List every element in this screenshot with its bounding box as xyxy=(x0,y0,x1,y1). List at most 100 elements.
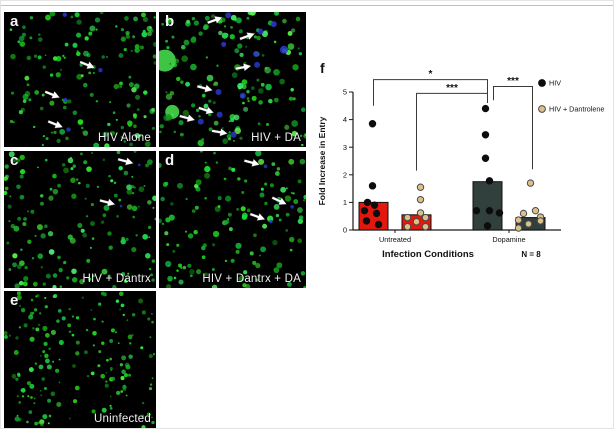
top-divider-line xyxy=(1,5,613,6)
panel-caption: HIV + Dantrx + DA xyxy=(202,273,301,285)
y-tick-label: 3 xyxy=(343,143,347,152)
panel-letter: b xyxy=(165,13,175,30)
infected-cell-blue-spot xyxy=(290,205,294,209)
data-point xyxy=(403,213,412,222)
panel-letter: d xyxy=(165,152,175,169)
micrograph-image xyxy=(4,291,156,428)
micrograph-panel-b: b HIV + DA xyxy=(159,12,306,147)
pointer-arrow-icon xyxy=(206,15,223,25)
data-point xyxy=(412,218,421,226)
panel-caption: HIV + DA xyxy=(251,132,301,144)
infected-cell-blue-spot xyxy=(254,61,261,68)
data-point xyxy=(485,177,494,185)
legend-label: HIV + Dantrolene xyxy=(549,105,604,114)
data-point xyxy=(360,206,369,215)
data-point xyxy=(485,206,494,215)
data-point xyxy=(368,120,377,128)
pointer-arrow-icon xyxy=(271,196,288,206)
infected-cell-blue-spot xyxy=(221,41,227,47)
infected-cell-blue-spot xyxy=(137,163,141,167)
significance-stars: *** xyxy=(446,83,458,94)
data-point xyxy=(526,179,535,187)
pointer-arrow-icon xyxy=(117,157,134,166)
data-point xyxy=(370,201,379,209)
bright-cell-blob xyxy=(159,49,176,72)
pointer-arrow-icon xyxy=(47,119,64,129)
infected-cell-blue-spot xyxy=(62,12,67,17)
panel-letter: e xyxy=(10,292,19,309)
panel-caption: HIV Alone xyxy=(98,132,151,144)
y-tick-label: 1 xyxy=(343,198,347,207)
micrograph-panel-a: a HIV Alone xyxy=(4,12,156,147)
panel-caption: Uninfected xyxy=(94,413,151,425)
infected-cell-blue-spot xyxy=(216,111,223,118)
infected-cell-blue-spot xyxy=(215,88,222,95)
micrograph-panel-d: d HIV + Dantrx + DA xyxy=(159,151,306,288)
micrograph-image xyxy=(4,151,156,288)
infected-cell-blue-spot xyxy=(253,50,260,57)
x-tick-label: Dopamine xyxy=(492,235,525,244)
significance-bracket xyxy=(493,85,533,170)
x-tick-label: Untreated xyxy=(379,235,411,244)
legend-marker xyxy=(538,79,546,87)
legend-label: HIV xyxy=(549,79,561,88)
infected-cell-blue-spot xyxy=(230,131,237,138)
data-point xyxy=(531,206,540,215)
infected-cell-blue-spot xyxy=(98,67,103,73)
data-point xyxy=(372,209,381,218)
panel-letter: a xyxy=(10,13,19,30)
pointer-arrow-icon xyxy=(239,32,256,41)
micrograph-panel-e: e Uninfected xyxy=(4,291,156,428)
micrograph-image xyxy=(159,151,306,288)
x-axis-title: Infection Conditions xyxy=(382,249,474,260)
data-point xyxy=(514,216,523,224)
infected-cell-blue-spot xyxy=(239,92,246,99)
y-tick-label: 4 xyxy=(343,115,347,124)
y-tick-label: 0 xyxy=(343,226,347,235)
data-point xyxy=(416,183,425,191)
legend-marker xyxy=(538,105,546,113)
pointer-arrow-icon xyxy=(198,106,215,115)
data-point xyxy=(481,154,490,162)
significance-stars: *** xyxy=(507,76,519,87)
significance-bracket xyxy=(373,79,488,106)
pointer-arrow-icon xyxy=(234,62,252,72)
data-point xyxy=(362,217,371,225)
infected-cell-blue-spot xyxy=(270,21,277,28)
pointer-arrow-icon xyxy=(44,90,61,99)
significance-stars: * xyxy=(429,69,433,80)
infected-cell-blue-spot xyxy=(263,164,268,169)
data-point xyxy=(495,209,504,217)
infected-cell-blue-spot xyxy=(257,28,264,35)
pointer-arrow-icon xyxy=(99,198,116,207)
data-point xyxy=(481,131,490,139)
data-point xyxy=(536,217,545,225)
data-point xyxy=(483,222,492,230)
pointer-arrow-icon xyxy=(243,158,261,167)
y-tick-label: 2 xyxy=(343,170,347,179)
micrograph-image xyxy=(159,12,306,147)
data-point xyxy=(416,209,425,217)
panel-caption: HIV + Dantrx xyxy=(82,273,151,285)
data-point xyxy=(421,213,430,222)
data-point xyxy=(403,222,412,231)
data-point xyxy=(481,104,490,113)
pointer-arrow-icon xyxy=(249,212,266,221)
pointer-arrow-icon xyxy=(79,60,96,70)
panel-letter-f: f xyxy=(320,60,325,76)
infected-cell-blue-spot xyxy=(269,219,273,224)
infected-cell-blue-spot xyxy=(63,97,68,103)
data-point xyxy=(472,206,481,215)
micrograph-panel-c: c HIV + Dantrx xyxy=(4,151,156,288)
infected-cell-blue-spot xyxy=(119,204,123,208)
data-point xyxy=(416,195,425,204)
infected-cell-blue-spot xyxy=(197,118,204,125)
data-point xyxy=(514,224,523,232)
data-point xyxy=(363,198,372,207)
pointer-arrow-icon xyxy=(178,113,196,123)
infected-cell-blue-spot xyxy=(225,12,232,19)
data-point xyxy=(524,220,533,228)
data-point xyxy=(421,222,430,231)
fold-increase-chart: f Fold Increase in Entry 0 1 2 3 4 5 Untreated Do… xyxy=(317,60,604,260)
data-point xyxy=(374,220,383,229)
